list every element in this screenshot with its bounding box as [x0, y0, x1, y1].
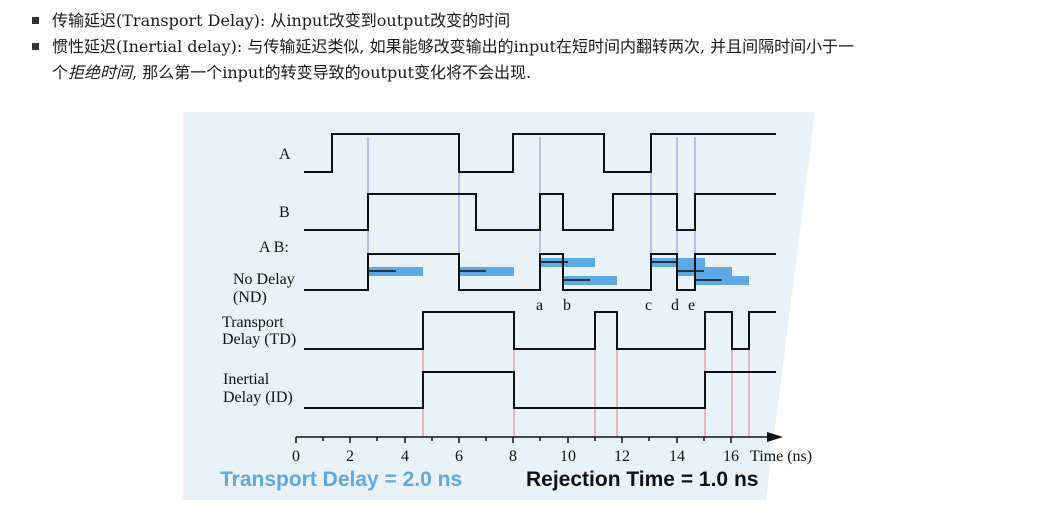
label-a: A [279, 146, 291, 163]
tick-label-8: 8 [509, 448, 517, 465]
time-axis: 0 2 4 6 8 10 12 14 16 Time (ns) [292, 432, 812, 465]
label-ab: A B: [259, 239, 289, 256]
tick-label-14: 14 [669, 448, 685, 465]
tick-label-4: 4 [401, 448, 409, 465]
label-nd: (ND) [233, 289, 267, 306]
label-inertial-delay: Delay (ID) [223, 389, 293, 406]
event-letter-c: c [645, 297, 652, 314]
transport-delay-caption: Transport Delay = 2.0 ns [220, 468, 462, 491]
label-transport: Transport [222, 314, 284, 331]
bullet-text-suffix: , 那么第一个input的转变导致的output变化将不会出现. [132, 63, 532, 82]
bullet-text-prefix: 个 [52, 63, 69, 82]
bullet-icon [32, 17, 39, 24]
diagram-background [183, 112, 815, 500]
axis-arrow-icon [767, 432, 783, 442]
rejection-time-caption: Rejection Time = 1.0 ns [526, 468, 758, 491]
label-transport-delay: Delay (TD) [222, 331, 296, 348]
bullet-text-emphasis: 拒绝时间 [68, 63, 133, 82]
waveform-inertial-delay [304, 371, 776, 409]
axis-unit-label: Time (ns) [750, 448, 812, 465]
bullet-inertial-delay: 惯性延迟(Inertial delay): 与传输延迟类似, 如果能够改变输出的… [32, 34, 1022, 86]
event-letter-e: e [688, 297, 695, 314]
tick-label-16: 16 [723, 448, 739, 465]
waveform-a [304, 133, 776, 173]
waveform-no-delay [304, 253, 776, 291]
bullet-icon [32, 43, 39, 50]
timing-diagram-svg: A B A B: No Delay (ND) Transport Delay (… [183, 112, 815, 500]
bullet-transport-delay: 传输延迟(Transport Delay): 从input改变到output改变… [32, 8, 1022, 34]
notes-section: 传输延迟(Transport Delay): 从input改变到output改变… [32, 8, 1022, 86]
label-no-delay: No Delay [233, 271, 295, 288]
waveform-b [304, 193, 776, 231]
delay-bar [459, 267, 514, 276]
waveform-transport-delay [304, 311, 776, 350]
tick-label-10: 10 [560, 448, 576, 465]
bullet-text: 传输延迟(Transport Delay): 从input改变到output改变… [52, 11, 511, 30]
label-inertial: Inertial [223, 371, 270, 388]
label-b: B [279, 204, 290, 221]
event-letter-d: d [671, 297, 679, 314]
tick-label-12: 12 [614, 448, 630, 465]
delay-bar [677, 267, 732, 276]
bullet-text-line1: 惯性延迟(Inertial delay): 与传输延迟类似, 如果能够改变输出的… [52, 37, 855, 56]
timing-diagram: A B A B: No Delay (ND) Transport Delay (… [183, 112, 823, 500]
tick-label-6: 6 [455, 448, 463, 465]
tick-label-2: 2 [346, 448, 354, 465]
tick-label-0: 0 [292, 448, 300, 465]
event-letter-a: a [536, 297, 543, 314]
event-letter-b: b [563, 297, 571, 314]
